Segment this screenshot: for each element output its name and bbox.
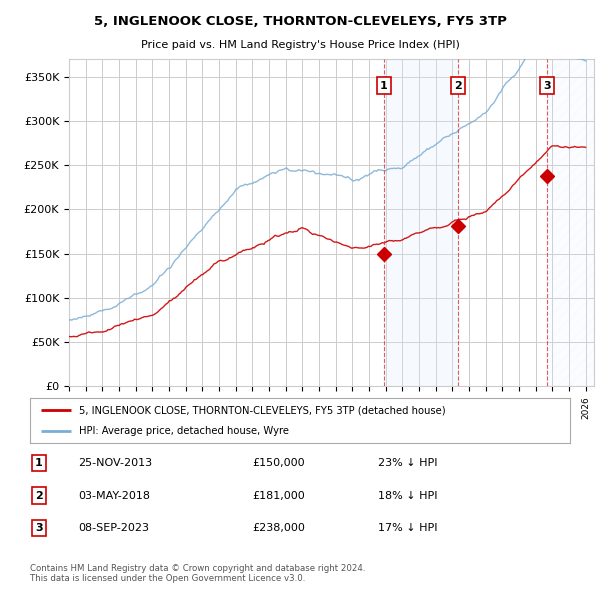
Bar <box>384 59 458 386</box>
Text: 3: 3 <box>35 523 43 533</box>
Text: 5, INGLENOOK CLOSE, THORNTON-CLEVELEYS, FY5 3TP (detached house): 5, INGLENOOK CLOSE, THORNTON-CLEVELEYS, … <box>79 405 445 415</box>
Text: £238,000: £238,000 <box>252 523 305 533</box>
Text: 1: 1 <box>380 81 388 90</box>
Text: 2: 2 <box>35 491 43 500</box>
Text: £181,000: £181,000 <box>252 491 305 500</box>
Text: 2: 2 <box>454 81 462 90</box>
Text: 3: 3 <box>544 81 551 90</box>
Text: £150,000: £150,000 <box>252 458 305 468</box>
Text: Price paid vs. HM Land Registry's House Price Index (HPI): Price paid vs. HM Land Registry's House … <box>140 40 460 50</box>
Text: Contains HM Land Registry data © Crown copyright and database right 2024.
This d: Contains HM Land Registry data © Crown c… <box>30 563 365 583</box>
Text: 25-NOV-2013: 25-NOV-2013 <box>78 458 152 468</box>
Text: 17% ↓ HPI: 17% ↓ HPI <box>378 523 437 533</box>
Text: 08-SEP-2023: 08-SEP-2023 <box>78 523 149 533</box>
Text: 5, INGLENOOK CLOSE, THORNTON-CLEVELEYS, FY5 3TP: 5, INGLENOOK CLOSE, THORNTON-CLEVELEYS, … <box>94 15 506 28</box>
Text: HPI: Average price, detached house, Wyre: HPI: Average price, detached house, Wyre <box>79 425 289 435</box>
Text: 03-MAY-2018: 03-MAY-2018 <box>78 491 150 500</box>
Text: 23% ↓ HPI: 23% ↓ HPI <box>378 458 437 468</box>
Text: 1: 1 <box>35 458 43 468</box>
Text: 18% ↓ HPI: 18% ↓ HPI <box>378 491 437 500</box>
Bar <box>547 59 594 386</box>
